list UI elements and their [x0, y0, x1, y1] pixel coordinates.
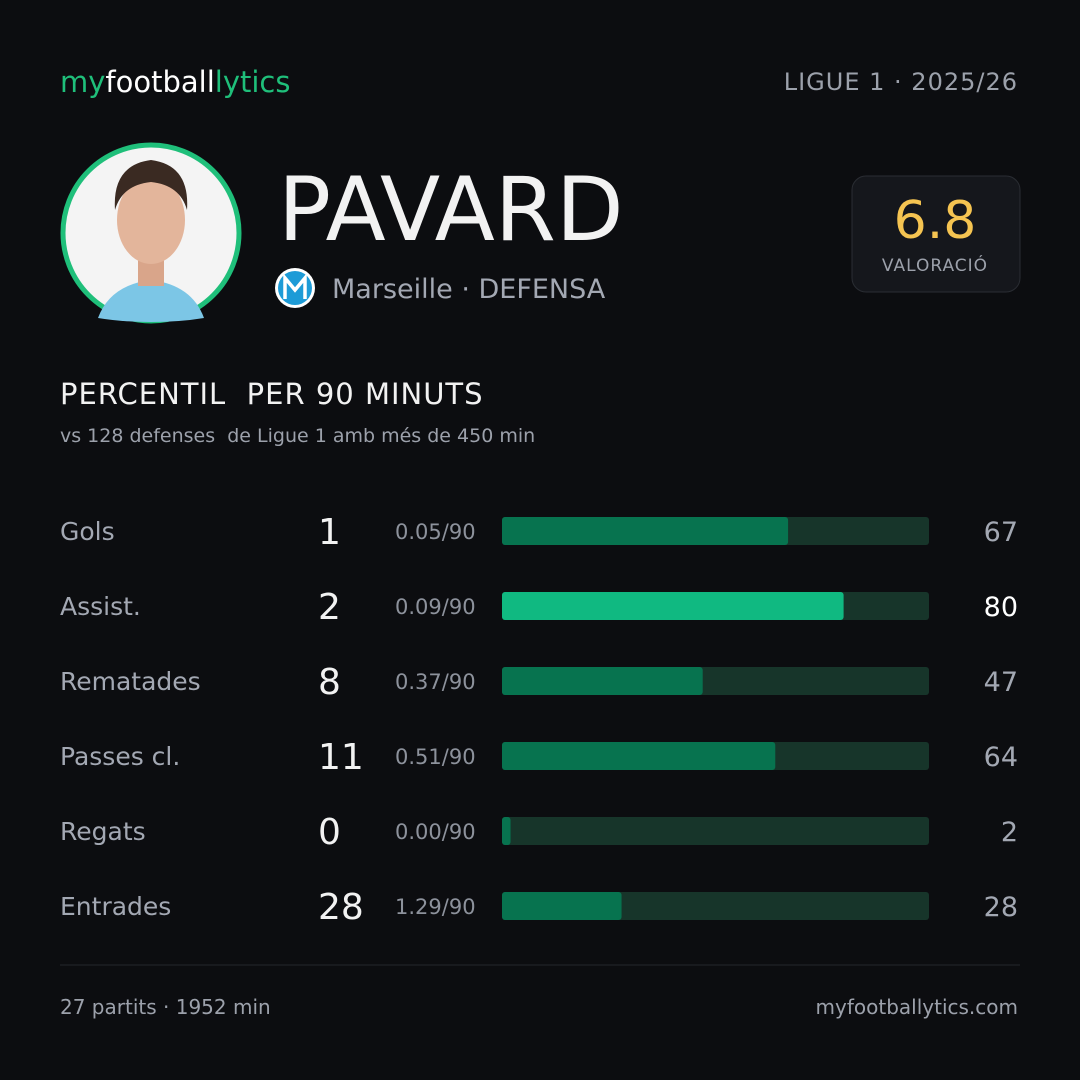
bar-track [502, 817, 929, 845]
percentile-bar [502, 742, 776, 770]
stat-label: Regats [60, 817, 146, 846]
stat-label: Passes cl. [60, 742, 180, 771]
rating-label: VALORACIÓ [882, 254, 988, 276]
percentile-value: 64 [984, 742, 1018, 773]
logo-part: my [60, 65, 105, 99]
footer-left: 27 partits · 1952 min [60, 995, 271, 1019]
stat-label: Entrades [60, 892, 171, 921]
stat-per90: 0.37/90 [395, 670, 476, 694]
stat-per90: 0.05/90 [395, 520, 476, 544]
player-name: PAVARD [278, 158, 624, 261]
logo-part: lytics [215, 65, 291, 99]
stat-per90: 0.00/90 [395, 820, 476, 844]
stat-label: Rematades [60, 667, 201, 696]
stat-count: 1 [318, 512, 341, 553]
competition: LIGUE 1 · 2025/26 [784, 68, 1018, 96]
player-photo [60, 142, 242, 324]
stat-count: 8 [318, 662, 341, 703]
club-badge [275, 268, 315, 308]
stat-per90: 0.09/90 [395, 595, 476, 619]
section-subtitle: vs 128 defenses de Ligue 1 amb més de 45… [60, 425, 535, 447]
percentile-value: 2 [1001, 817, 1018, 848]
section-title: PERCENTIL PER 90 MINUTS [60, 377, 484, 411]
percentile-bar [502, 892, 622, 920]
percentile-bar [502, 592, 844, 620]
percentile-value: 67 [984, 517, 1018, 548]
team-line: Marseille · DEFENSA [332, 274, 606, 305]
stat-count: 0 [318, 812, 341, 853]
rating-value: 6.8 [894, 191, 977, 251]
stat-label: Gols [60, 517, 115, 546]
percentile-value: 28 [984, 892, 1018, 923]
stat-label: Assist. [60, 592, 141, 621]
stat-count: 2 [318, 587, 341, 628]
stat-per90: 1.29/90 [395, 895, 476, 919]
percentile-bar [502, 517, 789, 545]
percentile-bar [502, 817, 511, 845]
logo-part: football [105, 65, 214, 99]
footer-right: myfootballytics.com [816, 995, 1018, 1019]
percentile-bar [502, 667, 703, 695]
logo: myfootballlytics [60, 65, 290, 99]
percentile-value: 80 [984, 592, 1018, 623]
stat-count: 28 [318, 887, 364, 928]
stat-per90: 0.51/90 [395, 745, 476, 769]
rating-box [851, 175, 1021, 293]
stat-count: 11 [318, 737, 364, 778]
percentile-value: 47 [984, 667, 1018, 698]
